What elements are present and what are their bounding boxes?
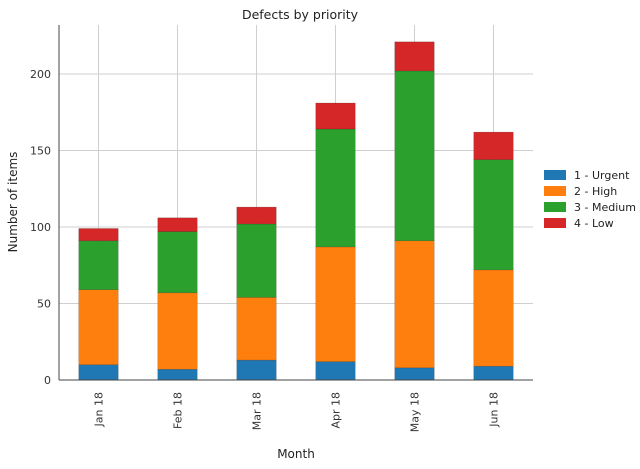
legend-label: 4 - Low [574, 217, 614, 230]
bar-segment-4-low-jan-18 [78, 228, 119, 242]
bar-segment-4-low-may-18 [394, 41, 435, 72]
x-tick-label: Apr 18 [330, 392, 343, 429]
x-tick-label: May 18 [409, 392, 422, 432]
y-tick-label: 0 [44, 374, 51, 387]
bar-segment-2-high-mar-18 [236, 297, 277, 361]
bar-segment-2-high-jan-18 [78, 289, 119, 365]
bar-segment-3-medium-jun-18 [473, 159, 514, 271]
bar-segment-2-high-may-18 [394, 240, 435, 369]
bar-segment-3-medium-may-18 [394, 70, 435, 242]
y-tick-label: 50 [37, 297, 51, 310]
bar-segment-3-medium-apr-18 [315, 128, 356, 248]
bar-segment-1-urgent-jan-18 [78, 364, 119, 381]
y-tick-label: 200 [30, 68, 51, 81]
legend-label: 1 - Urgent [574, 169, 630, 182]
legend-swatch [544, 186, 566, 196]
bar-segment-1-urgent-may-18 [394, 367, 435, 381]
bar-segment-4-low-apr-18 [315, 102, 356, 130]
bar-segment-4-low-mar-18 [236, 206, 277, 225]
bar-segment-1-urgent-feb-18 [157, 368, 198, 381]
legend-swatch [544, 202, 566, 212]
legend-swatch [544, 170, 566, 180]
bar-segment-4-low-feb-18 [157, 217, 198, 232]
bar-segment-2-high-apr-18 [315, 246, 356, 362]
bar-segment-1-urgent-mar-18 [236, 359, 277, 381]
legend-label: 2 - High [574, 185, 617, 198]
bar-segment-1-urgent-jun-18 [473, 365, 514, 381]
y-tick-label: 150 [30, 144, 51, 157]
bar-segment-3-medium-mar-18 [236, 223, 277, 298]
axes-layer: 0 50 100 150 200 Jan 18 Feb 18 Mar 18 Apr 18 May … [30, 25, 533, 432]
bars-layer [78, 41, 514, 381]
y-tick-label: 100 [30, 221, 51, 234]
bar-segment-3-medium-feb-18 [157, 231, 198, 294]
x-tick-label: Jun 18 [488, 392, 501, 428]
x-tick-label: Feb 18 [172, 392, 185, 429]
legend-swatch [544, 218, 566, 228]
bar-segment-2-high-feb-18 [157, 292, 198, 370]
chart-title: Defects by priority [242, 7, 359, 22]
bar-segment-3-medium-jan-18 [78, 240, 119, 291]
x-tick-label: Mar 18 [251, 392, 264, 430]
x-tick-label: Jan 18 [93, 392, 106, 427]
legend-label: 3 - Medium [574, 201, 636, 214]
y-axis-title: Number of items [6, 152, 20, 253]
bar-segment-4-low-jun-18 [473, 131, 514, 160]
bar-segment-2-high-jun-18 [473, 269, 514, 367]
grid-layer [59, 25, 533, 381]
x-axis-title: Month [277, 447, 315, 461]
legend: 1 - Urgent 2 - High 3 - Medium 4 - Low [544, 169, 636, 230]
bar-segment-1-urgent-apr-18 [315, 361, 356, 381]
